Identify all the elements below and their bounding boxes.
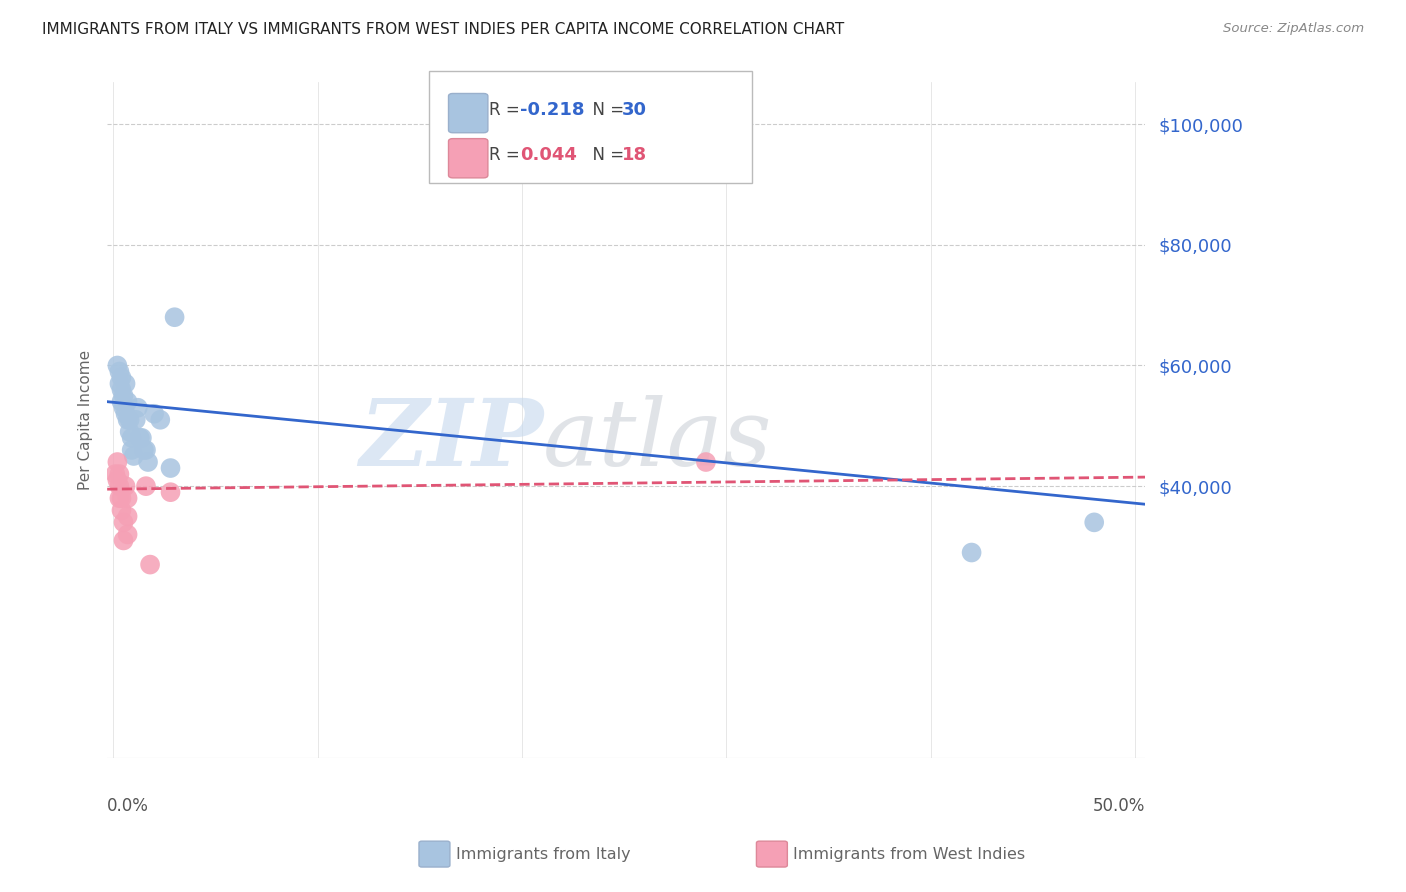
Point	[104, 467, 127, 481]
Point	[127, 401, 149, 415]
Text: ZIP: ZIP	[359, 395, 543, 485]
Point	[122, 449, 145, 463]
Point	[118, 413, 141, 427]
Text: IMMIGRANTS FROM ITALY VS IMMIGRANTS FROM WEST INDIES PER CAPITA INCOME CORRELATI: IMMIGRANTS FROM ITALY VS IMMIGRANTS FROM…	[42, 22, 845, 37]
Text: Immigrants from West Indies: Immigrants from West Indies	[793, 847, 1025, 862]
Point	[139, 558, 162, 572]
Point	[108, 376, 131, 391]
Point	[117, 491, 139, 506]
Point	[105, 473, 128, 487]
Text: 18: 18	[621, 146, 647, 164]
Point	[112, 389, 135, 403]
Point	[135, 442, 157, 457]
Point	[117, 527, 139, 541]
Point	[112, 401, 135, 415]
Point	[117, 394, 139, 409]
Text: N =: N =	[582, 102, 630, 120]
Text: Immigrants from Italy: Immigrants from Italy	[456, 847, 630, 862]
Point	[132, 442, 155, 457]
Text: 0.0%: 0.0%	[107, 797, 149, 814]
Point	[128, 431, 150, 445]
Point	[108, 479, 131, 493]
Point	[135, 479, 157, 493]
Text: atlas: atlas	[543, 395, 773, 485]
Point	[110, 370, 132, 384]
Point	[1083, 516, 1105, 530]
Point	[112, 533, 135, 548]
Point	[149, 413, 172, 427]
Text: 30: 30	[621, 102, 647, 120]
Text: R =: R =	[489, 102, 526, 120]
Text: -0.218: -0.218	[520, 102, 585, 120]
Point	[110, 503, 132, 517]
Y-axis label: Per Capita Income: Per Capita Income	[79, 350, 93, 490]
Point	[131, 431, 153, 445]
Text: R =: R =	[489, 146, 526, 164]
Point	[105, 455, 128, 469]
Point	[163, 310, 186, 325]
Point	[105, 359, 128, 373]
Point	[108, 364, 131, 378]
Point	[960, 545, 983, 559]
Point	[159, 461, 181, 475]
Point	[117, 413, 139, 427]
Text: Source: ZipAtlas.com: Source: ZipAtlas.com	[1223, 22, 1364, 36]
Point	[136, 455, 159, 469]
Point	[110, 491, 132, 506]
Point	[110, 394, 132, 409]
Point	[159, 485, 181, 500]
Text: N =: N =	[582, 146, 630, 164]
Point	[114, 376, 136, 391]
Text: 0.044: 0.044	[520, 146, 576, 164]
Point	[117, 509, 139, 524]
Point	[143, 407, 166, 421]
Point	[695, 455, 717, 469]
Point	[108, 491, 131, 506]
Point	[121, 431, 143, 445]
Point	[125, 413, 148, 427]
Point	[108, 467, 131, 481]
Text: 50.0%: 50.0%	[1092, 797, 1146, 814]
Point	[118, 425, 141, 439]
Point	[110, 383, 132, 397]
Point	[121, 442, 143, 457]
Point	[114, 407, 136, 421]
Point	[112, 516, 135, 530]
Point	[114, 479, 136, 493]
